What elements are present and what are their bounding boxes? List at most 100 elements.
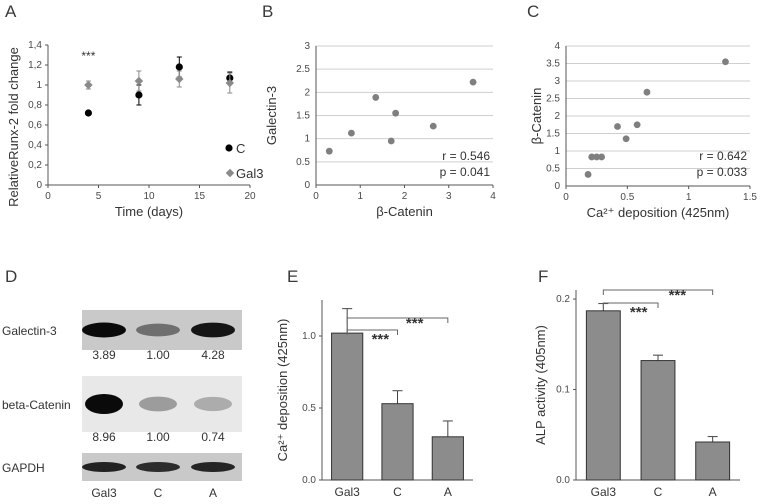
x-tick-label: 1 (357, 191, 363, 202)
significance-bracket (346, 329, 398, 335)
blot-band (191, 322, 235, 338)
bar (585, 310, 621, 481)
chart-b: 0 0.5 1 1.5 2 2.5 3 0 1 2 3 4 β-Catenin Galectin-3 r =… (264, 41, 496, 219)
blot-band (139, 396, 177, 412)
legend-marker-gal3 (225, 168, 235, 178)
bar (431, 436, 464, 481)
y-tick-label: 3 (554, 76, 560, 87)
y-tick-label: 0.5 (302, 403, 316, 414)
blot-band (191, 462, 235, 472)
blot-row-label: Galectin-3 (2, 324, 57, 338)
blot-lane-label: Gal3 (91, 486, 117, 500)
data-point (325, 147, 333, 155)
panel-letter-b: B (262, 2, 273, 21)
blot-lane-label: A (209, 486, 217, 500)
chart-e: 0.0 0.5 1.0 Gal3 C A Ca²⁺ deposition (425nm) **… (275, 300, 473, 499)
significance-stars: *** (372, 331, 390, 348)
x-tick-label: 0.5 (620, 192, 634, 203)
stat-r: r = 0.546 (442, 149, 490, 163)
legend-label-c: C (236, 141, 245, 156)
blot-band (194, 396, 232, 412)
blot-band (85, 394, 123, 414)
x-axis-title: Time (days) (115, 204, 183, 219)
stat-r: r = 0.642 (699, 149, 747, 163)
data-point (593, 153, 601, 161)
x-tick-label: 10 (143, 191, 155, 202)
y-tick-label: 0.5 (546, 164, 560, 175)
stat-p: p = 0.033 (697, 165, 748, 179)
point-gal3 (84, 80, 93, 90)
x-tick-label: 5 (96, 191, 102, 202)
blot-quant-value: 8.96 (92, 430, 116, 444)
blot-quant-value: 1.00 (146, 348, 170, 362)
data-point (584, 171, 592, 178)
x-category-label: C (393, 485, 402, 499)
x-tick-label: 4 (490, 191, 496, 202)
x-tick-label: 20 (244, 191, 256, 202)
y-tick-label: 0,4 (28, 140, 42, 151)
x-tick-label: 0 (45, 191, 51, 202)
legend-label-gal3: Gal3 (236, 166, 263, 181)
y-tick-label: 2 (554, 111, 560, 122)
data-point (633, 121, 641, 129)
point-gal3 (175, 74, 184, 84)
data-point (614, 123, 621, 130)
panel-letter-f: F (538, 267, 548, 286)
blot-row-label: beta-Catenin (2, 398, 71, 412)
y-tick-label: 1.0 (302, 331, 316, 342)
y-tick-label: 0.0 (556, 475, 570, 486)
y-tick-label: 0.2 (556, 294, 570, 305)
y-tick-label: 0.1 (556, 385, 570, 396)
data-point (588, 153, 596, 161)
y-tick-label: 2.5 (546, 94, 560, 105)
y-tick-label: 1,2 (28, 60, 42, 71)
data-point (598, 153, 605, 161)
x-axis-title: β-Catenin (376, 204, 433, 219)
y-tick-label: 0,2 (28, 160, 42, 171)
y-tick-label: 0.0 (302, 475, 316, 486)
x-category-label: A (709, 485, 717, 499)
x-tick-label: 15 (194, 191, 206, 202)
significance-bracket (602, 289, 714, 295)
y-tick-label: 1,4 (28, 40, 42, 51)
panel-letter-c: C (527, 2, 539, 21)
bar (381, 403, 414, 481)
y-axis-title: ALP activity (405nm) (533, 325, 548, 445)
data-point (348, 129, 355, 137)
data-point (372, 94, 380, 101)
blot-band (136, 462, 180, 472)
y-tick-label: 1 (554, 146, 560, 157)
blot-quant-value: 3.89 (92, 348, 116, 362)
y-tick-label: 1 (36, 80, 42, 91)
point-gal3 (134, 76, 144, 86)
y-tick-label: 0,6 (28, 120, 42, 131)
x-tick-label: 1.5 (743, 192, 757, 203)
point-c (135, 91, 143, 99)
x-tick-label: 2 (402, 191, 408, 202)
x-tick-label: 0 (313, 191, 319, 202)
chart-f: 0.0 0.1 0.2 Gal3 C A ALP activity (405nm) *** **… (533, 287, 740, 499)
western-blot: Galectin-3 3.89 1.00 4.28 beta-Catenin 8.96 1.… (2, 310, 242, 500)
significance-stars: *** (406, 315, 424, 332)
y-tick-label: 3 (304, 41, 310, 52)
x-axis-title: Ca²⁺ deposition (425nm) (587, 205, 730, 220)
y-tick-label: 4 (554, 41, 560, 52)
data-point (722, 58, 729, 66)
bar (695, 441, 731, 481)
significance-stars: *** (669, 287, 687, 304)
blot-quant-value: 1.00 (146, 430, 170, 444)
significance-stars: *** (81, 49, 95, 63)
y-tick-label: 0 (304, 180, 310, 191)
panel-letter-e: E (287, 267, 298, 286)
blot-quant-value: 0.74 (201, 430, 225, 444)
y-tick-label: 2 (304, 87, 310, 98)
data-point (469, 78, 477, 86)
panel-letter-d: D (5, 267, 17, 286)
x-tick-label: 1 (686, 192, 692, 203)
y-tick-label: 3.5 (546, 59, 560, 70)
data-point (429, 122, 437, 130)
blot-band (82, 322, 126, 338)
x-category-label: Gal3 (334, 485, 360, 499)
x-category-label: A (444, 485, 452, 499)
